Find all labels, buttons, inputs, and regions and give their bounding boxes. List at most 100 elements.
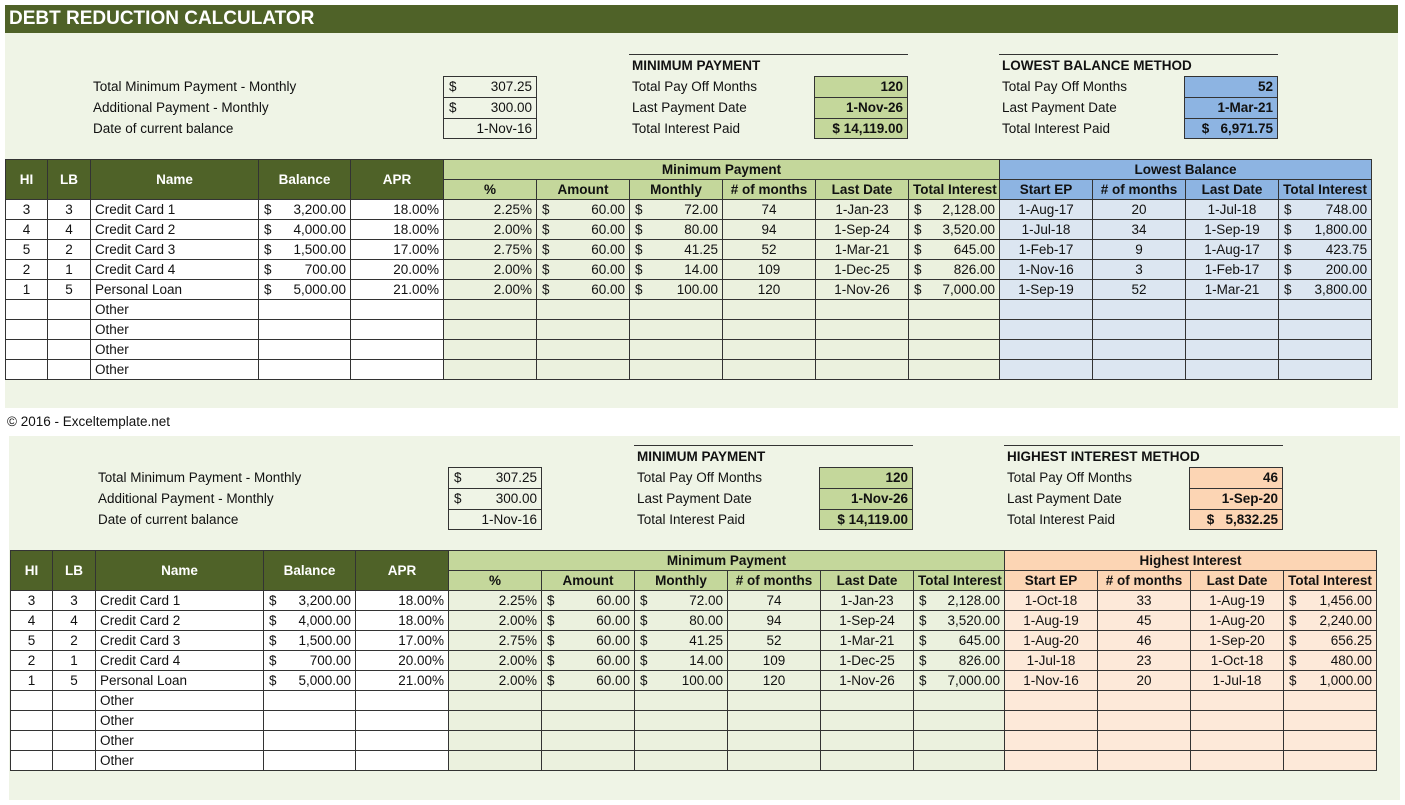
cell-pct[interactable]: 2.00% bbox=[443, 219, 537, 240]
cell-pct[interactable]: 2.00% bbox=[443, 279, 537, 300]
cell-pct[interactable] bbox=[443, 339, 537, 360]
cell-m_total_interest[interactable]: $656.25 bbox=[1283, 630, 1378, 651]
cell-start_ep[interactable]: 1-Aug-19 bbox=[1004, 610, 1099, 631]
cell-lb[interactable]: 1 bbox=[47, 259, 91, 280]
cell-m_total_interest[interactable]: $748.00 bbox=[1278, 199, 1373, 220]
cell-apr[interactable]: 18.00% bbox=[350, 199, 444, 220]
cell-lb[interactable] bbox=[47, 299, 91, 320]
input-value-cell[interactable]: 1-Nov-16 bbox=[449, 510, 541, 531]
cell-m_months[interactable]: 9 bbox=[1092, 239, 1187, 260]
cell-monthly[interactable]: $80.00 bbox=[629, 219, 723, 240]
cell-apr[interactable] bbox=[350, 299, 444, 320]
cell-balance[interactable] bbox=[263, 730, 356, 751]
cell-pct[interactable]: 2.00% bbox=[448, 670, 542, 691]
cell-months[interactable] bbox=[727, 750, 821, 771]
cell-balance[interactable]: $1,500.00 bbox=[258, 239, 351, 260]
cell-apr[interactable]: 18.00% bbox=[355, 590, 449, 611]
cell-m_total_interest[interactable] bbox=[1278, 359, 1373, 380]
cell-name[interactable]: Other bbox=[95, 710, 264, 731]
cell-total_interest[interactable] bbox=[912, 730, 1006, 751]
cell-apr[interactable]: 20.00% bbox=[350, 259, 444, 280]
cell-amount[interactable] bbox=[541, 710, 635, 731]
cell-m_last_date[interactable]: 1-Jul-18 bbox=[1185, 199, 1280, 220]
cell-name[interactable]: Credit Card 3 bbox=[95, 630, 264, 651]
cell-last_date[interactable] bbox=[820, 690, 914, 711]
cell-m_total_interest[interactable]: $1,000.00 bbox=[1283, 670, 1378, 691]
cell-pct[interactable] bbox=[448, 690, 542, 711]
cell-hi[interactable]: 4 bbox=[10, 610, 53, 631]
cell-m_months[interactable]: 3 bbox=[1092, 259, 1187, 280]
cell-start_ep[interactable] bbox=[999, 339, 1094, 360]
cell-balance[interactable] bbox=[258, 339, 351, 360]
input-value-cell[interactable]: $300.00 bbox=[449, 489, 541, 510]
cell-name[interactable]: Other bbox=[90, 299, 259, 320]
cell-start_ep[interactable]: 1-Nov-16 bbox=[1004, 670, 1099, 691]
cell-months[interactable] bbox=[722, 299, 816, 320]
cell-amount[interactable]: $60.00 bbox=[536, 219, 630, 240]
cell-start_ep[interactable]: 1-Sep-19 bbox=[999, 279, 1094, 300]
cell-m_months[interactable] bbox=[1092, 359, 1187, 380]
cell-months[interactable]: 52 bbox=[727, 630, 821, 651]
cell-last_date[interactable] bbox=[820, 730, 914, 751]
cell-total_interest[interactable] bbox=[907, 299, 1001, 320]
cell-amount[interactable] bbox=[536, 319, 630, 340]
cell-pct[interactable]: 2.75% bbox=[448, 630, 542, 651]
cell-total_interest[interactable]: $3,520.00 bbox=[907, 219, 1001, 240]
cell-start_ep[interactable]: 1-Aug-20 bbox=[1004, 630, 1099, 651]
cell-m_total_interest[interactable]: $480.00 bbox=[1283, 650, 1378, 671]
cell-m_months[interactable] bbox=[1097, 690, 1192, 711]
cell-balance[interactable] bbox=[258, 319, 351, 340]
cell-start_ep[interactable] bbox=[1004, 730, 1099, 751]
cell-m_total_interest[interactable] bbox=[1283, 690, 1378, 711]
cell-last_date[interactable] bbox=[815, 339, 909, 360]
cell-m_months[interactable] bbox=[1092, 319, 1187, 340]
cell-pct[interactable] bbox=[443, 319, 537, 340]
cell-start_ep[interactable] bbox=[999, 299, 1094, 320]
cell-hi[interactable]: 5 bbox=[10, 630, 53, 651]
cell-amount[interactable] bbox=[536, 359, 630, 380]
cell-amount[interactable] bbox=[541, 750, 635, 771]
cell-lb[interactable] bbox=[52, 710, 96, 731]
cell-total_interest[interactable]: $2,128.00 bbox=[907, 199, 1001, 220]
cell-apr[interactable] bbox=[350, 319, 444, 340]
cell-pct[interactable] bbox=[448, 750, 542, 771]
cell-months[interactable] bbox=[727, 710, 821, 731]
cell-months[interactable]: 120 bbox=[722, 279, 816, 300]
cell-balance[interactable]: $4,000.00 bbox=[263, 610, 356, 631]
cell-start_ep[interactable] bbox=[1004, 710, 1099, 731]
cell-apr[interactable] bbox=[355, 710, 449, 731]
cell-amount[interactable]: $60.00 bbox=[536, 199, 630, 220]
cell-start_ep[interactable]: 1-Jul-18 bbox=[999, 219, 1094, 240]
cell-name[interactable]: Credit Card 3 bbox=[90, 239, 259, 260]
cell-last_date[interactable]: 1-Jan-23 bbox=[820, 590, 914, 611]
cell-lb[interactable] bbox=[47, 319, 91, 340]
cell-monthly[interactable]: $14.00 bbox=[629, 259, 723, 280]
cell-monthly[interactable] bbox=[634, 730, 728, 751]
cell-lb[interactable]: 2 bbox=[47, 239, 91, 260]
cell-total_interest[interactable] bbox=[907, 339, 1001, 360]
cell-months[interactable] bbox=[722, 339, 816, 360]
cell-monthly[interactable]: $72.00 bbox=[634, 590, 728, 611]
cell-hi[interactable] bbox=[10, 730, 53, 751]
cell-hi[interactable]: 3 bbox=[5, 199, 48, 220]
cell-balance[interactable] bbox=[258, 299, 351, 320]
cell-months[interactable]: 52 bbox=[722, 239, 816, 260]
cell-m_last_date[interactable] bbox=[1190, 730, 1285, 751]
cell-hi[interactable] bbox=[10, 750, 53, 771]
cell-months[interactable]: 74 bbox=[722, 199, 816, 220]
cell-lb[interactable]: 3 bbox=[52, 590, 96, 611]
cell-monthly[interactable]: $100.00 bbox=[629, 279, 723, 300]
cell-m_total_interest[interactable] bbox=[1278, 319, 1373, 340]
cell-amount[interactable]: $60.00 bbox=[541, 630, 635, 651]
cell-apr[interactable] bbox=[350, 359, 444, 380]
cell-monthly[interactable]: $41.25 bbox=[629, 239, 723, 260]
cell-name[interactable]: Credit Card 2 bbox=[90, 219, 259, 240]
cell-last_date[interactable] bbox=[815, 359, 909, 380]
cell-lb[interactable]: 3 bbox=[47, 199, 91, 220]
cell-lb[interactable]: 5 bbox=[47, 279, 91, 300]
cell-m_months[interactable] bbox=[1092, 339, 1187, 360]
cell-name[interactable]: Credit Card 1 bbox=[95, 590, 264, 611]
cell-months[interactable] bbox=[727, 690, 821, 711]
cell-start_ep[interactable] bbox=[999, 319, 1094, 340]
cell-pct[interactable]: 2.75% bbox=[443, 239, 537, 260]
